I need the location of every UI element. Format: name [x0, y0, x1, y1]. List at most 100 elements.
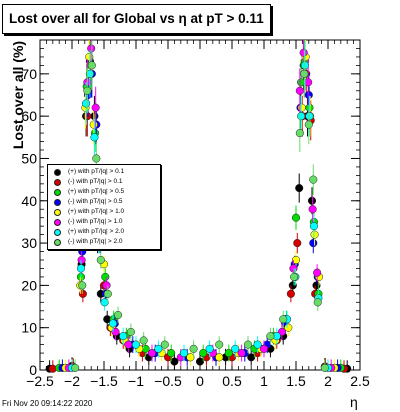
data-point: [286, 289, 295, 298]
data-point: [167, 349, 176, 358]
data-point: [300, 69, 309, 78]
chart-title: Lost over all for Global vs η at pT > 0.…: [2, 4, 271, 34]
data-point: [247, 353, 256, 362]
x-tick-label: 2.5: [350, 373, 370, 389]
data-point: [304, 90, 313, 100]
legend-entry: (-) with pT/|q| > 0.5: [48, 197, 160, 207]
x-tick-label: 1: [260, 373, 268, 389]
data-point: [83, 86, 92, 95]
data-point: [76, 264, 86, 273]
data-point: [259, 344, 269, 353]
y-tick-label: 0: [29, 362, 37, 378]
data-point: [293, 239, 302, 248]
legend: (+) with pT/|q| > 0.1 (-) with pT/|q| > …: [47, 164, 161, 250]
y-tick-label: 60: [21, 108, 37, 124]
legend-label: (+) with pT/|q| > 2.0: [68, 228, 125, 235]
data-point: [320, 363, 329, 372]
data-point: [313, 298, 322, 307]
data-point: [131, 340, 141, 349]
data-point: [189, 344, 198, 353]
data-point: [308, 205, 317, 214]
legend-entry: (-) with pT/|q| > 0.1: [48, 177, 160, 187]
legend-marker: [54, 178, 61, 186]
legend-entry: (+) with pT/|q| > 0.5: [48, 187, 160, 197]
data-point: [300, 61, 310, 70]
y-tick-label: 40: [21, 193, 37, 209]
legend-marker: [54, 168, 61, 176]
data-point: [284, 323, 293, 332]
y-tick-label: 50: [21, 150, 37, 166]
legend-label: (-) with pT/|q| > 0.1: [68, 178, 123, 185]
data-point: [103, 289, 112, 298]
x-tick-label: 0.5: [222, 373, 242, 389]
data-point: [295, 184, 304, 193]
data-point: [147, 349, 157, 358]
data-point: [291, 255, 301, 265]
data-point: [295, 86, 304, 95]
data-point: [231, 344, 240, 353]
data-point: [295, 129, 304, 138]
timestamp: Fri Nov 20 09:14:22 2020: [2, 399, 93, 408]
x-tick-label: −2.5: [26, 373, 54, 389]
data-point: [102, 281, 111, 290]
data-point: [90, 133, 99, 142]
data-point: [297, 78, 306, 87]
y-tick-label: 70: [21, 66, 37, 82]
data-point: [290, 272, 299, 281]
data-point: [279, 315, 288, 324]
data-point: [309, 222, 318, 231]
legend-marker: [54, 208, 61, 216]
data-point: [224, 349, 233, 358]
y-tick-label: 30: [21, 235, 37, 251]
data-point: [100, 298, 109, 307]
series-group: [71, 41, 329, 372]
data-point: [299, 48, 308, 57]
data-point: [307, 196, 317, 205]
data-point: [297, 112, 306, 121]
data-point: [215, 353, 224, 362]
data-point: [91, 103, 100, 112]
data-point: [78, 281, 87, 290]
data-point: [305, 112, 314, 121]
data-point: [309, 239, 318, 248]
legend-entry: (+) with pT/|q| > 2.0: [48, 227, 160, 237]
data-point: [243, 340, 253, 349]
data-point: [304, 78, 313, 87]
data-point: [309, 175, 318, 184]
legend-label: (+) with pT/|q| > 0.1: [68, 168, 125, 175]
data-point: [253, 340, 262, 349]
x-tick-label: −0.5: [154, 373, 182, 389]
x-tick-label: −1.5: [90, 373, 118, 389]
data-point: [304, 120, 313, 129]
data-point: [89, 120, 98, 129]
x-tick-label: −2: [64, 373, 80, 389]
data-point: [108, 319, 118, 328]
legend-entry: (-) with pT/|q| > 1.0: [48, 217, 160, 227]
legend-entry: (+) with pT/|q| > 1.0: [48, 207, 160, 217]
x-tick-label: 1.5: [286, 373, 306, 389]
x-tick-label: 0: [196, 373, 204, 389]
legend-entry: (+) with pT/|q| > 0.1: [48, 167, 160, 177]
legend-marker: [54, 188, 61, 196]
legend-label: (-) with pT/|q| > 0.5: [68, 198, 123, 205]
y-tick-label: 20: [21, 277, 37, 293]
data-point: [199, 349, 208, 358]
data-point: [289, 264, 298, 273]
data-point: [96, 255, 105, 265]
x-tick-label: −1: [128, 373, 144, 389]
data-point: [160, 340, 169, 349]
legend-marker: [54, 228, 61, 236]
x-tick-label: 2: [324, 373, 332, 389]
data-point: [195, 357, 205, 366]
legend-marker: [54, 238, 61, 246]
y-tick-label: 10: [21, 320, 37, 336]
data-point: [87, 44, 96, 53]
data-point: [215, 340, 224, 349]
legend-label: (-) with pT/|q| > 1.0: [68, 218, 123, 225]
data-point: [186, 353, 195, 362]
data-point: [170, 357, 179, 366]
legend-label: (-) with pT/|q| > 2.0: [68, 238, 123, 245]
data-point: [87, 61, 96, 70]
data-point: [101, 272, 110, 281]
